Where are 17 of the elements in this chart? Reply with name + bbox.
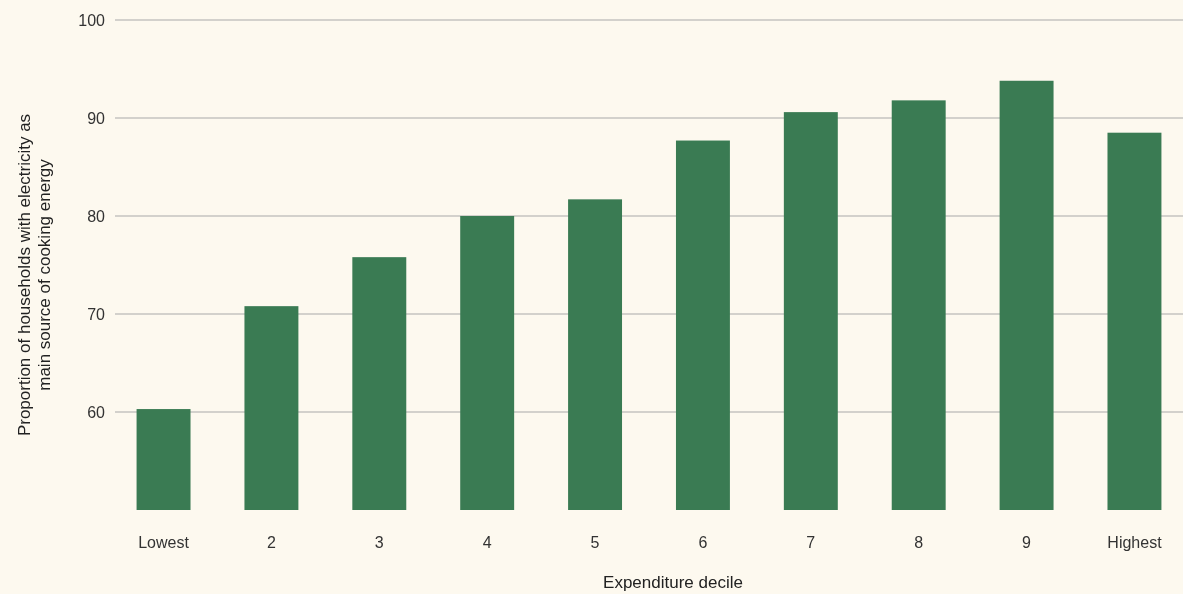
- y-tick-label: 90: [87, 109, 106, 127]
- x-tick-label: 9: [1022, 534, 1032, 551]
- x-tick-label: 8: [914, 534, 924, 551]
- y-tick-label: 70: [87, 305, 106, 323]
- y-axis-title: Proportion of households with electricity as main source of cooking energy: [15, 113, 54, 437]
- y-tick-label: 80: [87, 207, 106, 225]
- x-tick-label: 7: [806, 534, 816, 551]
- x-tick-label: 2: [266, 534, 276, 551]
- y-tick-label: 60: [87, 403, 106, 421]
- x-tick-label: Lowest: [138, 534, 190, 551]
- x-tick-label: 5: [590, 534, 600, 551]
- x-axis-title: Expenditure decile: [603, 573, 743, 592]
- x-tick-label: 4: [482, 534, 492, 551]
- x-tick-label: 6: [698, 534, 708, 551]
- x-tick-label: 3: [374, 534, 384, 551]
- y-tick-label: 100: [78, 11, 106, 29]
- x-tick-label: Highest: [1107, 534, 1163, 551]
